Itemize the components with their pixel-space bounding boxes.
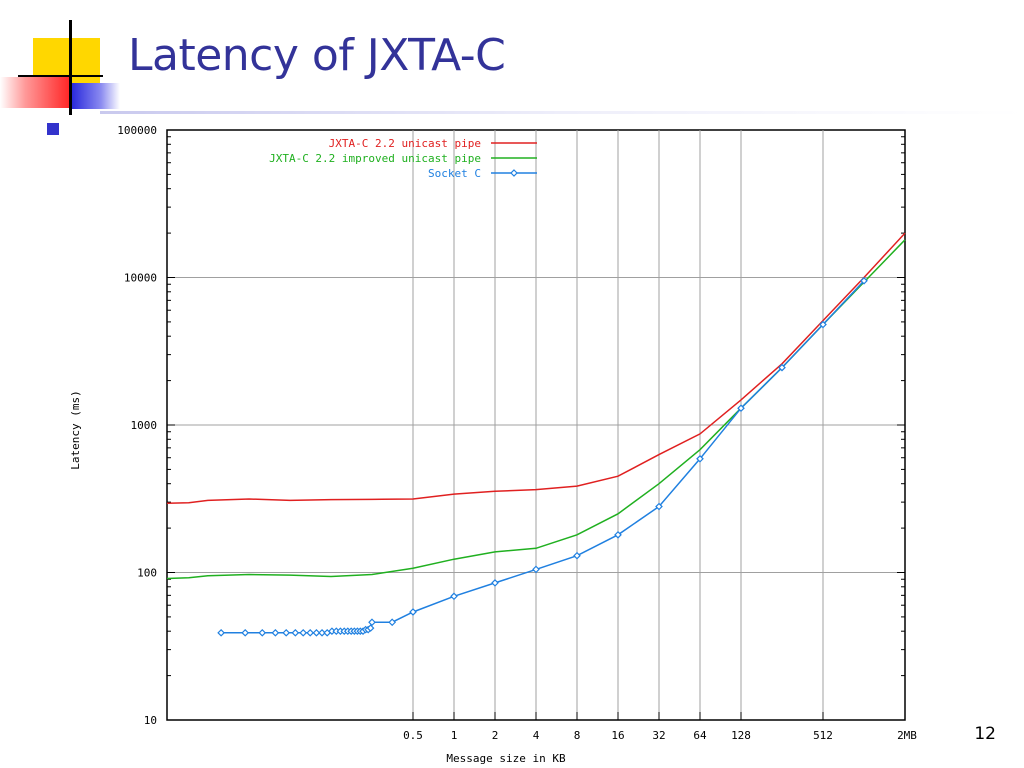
legend-label: Socket C [428, 167, 481, 180]
x-tick-label: 1 [451, 729, 458, 742]
series-2-point [696, 454, 704, 463]
series-2-point [271, 628, 280, 637]
series-2-point [366, 624, 375, 632]
series-2-point [299, 628, 308, 637]
series-2-point [573, 551, 581, 560]
x-tick-label: 128 [731, 729, 751, 742]
x-tick-label: 2MB [897, 729, 917, 742]
y-tick-label: 10 [144, 714, 157, 727]
series-2-point [655, 502, 663, 511]
series-line-0 [166, 232, 906, 504]
y-tick-label: 10000 [124, 272, 157, 285]
x-tick-label: 32 [652, 729, 665, 742]
series-2-point [491, 579, 499, 587]
series-2-point [778, 363, 786, 372]
series-2-point [614, 530, 622, 539]
series-2-point [291, 628, 300, 637]
decoration-vertical-line [69, 20, 72, 115]
x-tick-label: 4 [533, 729, 540, 742]
decoration-red-gradient-bar [0, 77, 72, 108]
y-tick-label: 100 [137, 567, 157, 580]
series-2-point [306, 628, 315, 637]
x-tick-label: 8 [574, 729, 581, 742]
series-2-point [737, 404, 745, 413]
y-axis-label: Latency (ms) [69, 390, 82, 469]
series-2-point [258, 628, 267, 637]
x-tick-label: 16 [611, 729, 624, 742]
page-number: 12 [974, 724, 996, 744]
legend-label: JXTA-C 2.2 improved unicast pipe [269, 152, 481, 165]
bullet-marker [47, 123, 59, 135]
series-line-2 [221, 280, 865, 634]
series-2-point [282, 628, 291, 637]
series-2-point [318, 628, 326, 637]
legend-swatch-marker [510, 169, 518, 177]
x-axis-label: Message size in KB [446, 752, 566, 765]
x-tick-label: 64 [693, 729, 707, 742]
series-2-point [368, 618, 376, 627]
y-tick-label: 100000 [117, 124, 157, 137]
series-2-point [819, 320, 827, 329]
legend-label: JXTA-C 2.2 unicast pipe [329, 137, 481, 150]
series-2-point [388, 618, 397, 627]
x-tick-label: 512 [813, 729, 833, 742]
series-2-point [241, 628, 250, 637]
series-2-point [217, 628, 225, 637]
series-2-point [532, 565, 540, 574]
series-2-point [860, 276, 868, 285]
slide-title: Latency of JXTA-C [128, 30, 506, 81]
series-2-point [312, 628, 321, 637]
decoration-blue-gradient-block [72, 83, 120, 109]
x-tick-label: 0.5 [403, 729, 423, 742]
decoration-horizontal-line [18, 75, 103, 77]
series-2-point [450, 592, 458, 601]
series-2-point [409, 608, 417, 616]
title-underline [100, 111, 1024, 114]
x-tick-label: 2 [492, 729, 499, 742]
y-tick-label: 1000 [131, 419, 158, 432]
